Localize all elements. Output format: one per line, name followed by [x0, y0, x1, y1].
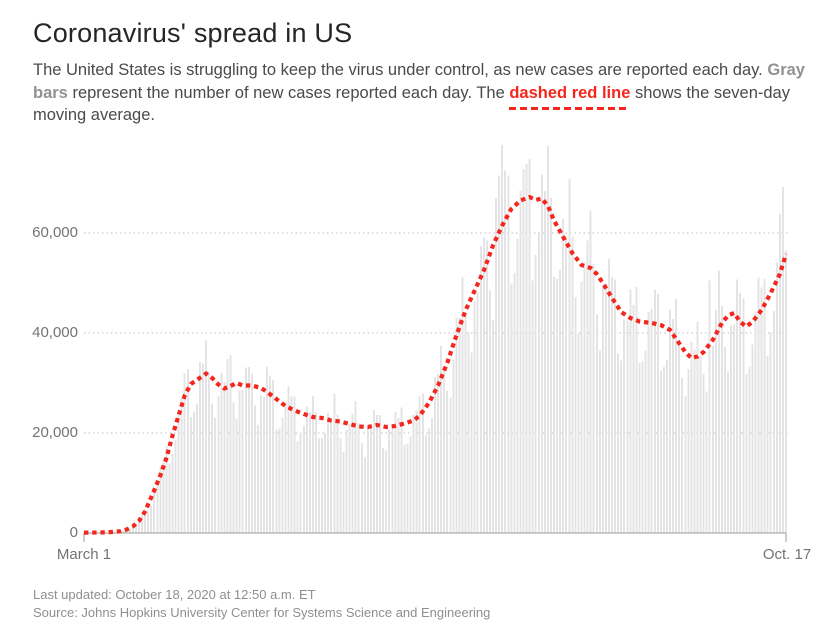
chart-description: The United States is struggling to keep …	[33, 59, 815, 127]
y-axis-tick-label: 40,000	[32, 324, 78, 341]
daily-cases-bars	[83, 145, 787, 533]
x-axis-tick-label-start: March 1	[56, 546, 112, 563]
dashed-red-line-phrase: dashed red line	[509, 81, 631, 110]
source-text: Source: Johns Hopkins University Center …	[33, 604, 491, 620]
y-axis-tick-label: 20,000	[32, 424, 78, 441]
seven-day-average-line	[83, 194, 789, 535]
gray-bars-phrase: Gray bars	[33, 61, 805, 102]
last-updated-text: Last updated: October 18, 2020 at 12:50 …	[33, 587, 316, 602]
y-axis-tick-label: 0	[69, 524, 78, 541]
description-text-3: shows the seven-day moving average.	[33, 83, 790, 125]
covid-cases-chart: 0 20,000 40,000 60,000 March 1 Oct. 17	[0, 130, 835, 575]
y-axis-tick-label: 60,000	[32, 224, 78, 241]
chart-plot-area[interactable]	[0, 130, 835, 575]
page-title: Coronavirus' spread in US	[33, 18, 353, 48]
description-text-2: represent the number of new cases report…	[67, 83, 510, 102]
x-axis-tick-label-end: Oct. 17	[762, 546, 812, 563]
chart-footer: Last updated: October 18, 2020 at 12:50 …	[33, 586, 490, 621]
description-text-1: The United States is struggling to keep …	[33, 61, 768, 79]
